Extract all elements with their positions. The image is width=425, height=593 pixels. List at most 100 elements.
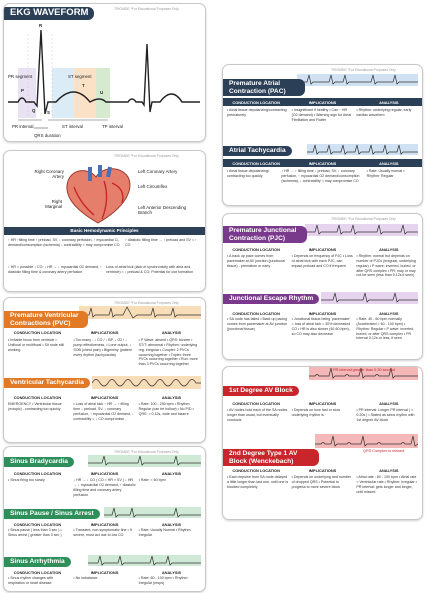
header-implications: IMPLICATIONS — [90, 521, 119, 527]
wenck-strip-note: QRS Complex is missed — [363, 449, 405, 453]
ekg-label-tp-interval: TP interval — [102, 124, 123, 129]
wenck-row: • Each impulse from SA node delayed a li… — [227, 475, 418, 494]
pvc-implications: • Too many - ↓ CO / ↓ BP, ↓ O2 / ↓ pump … — [73, 338, 133, 357]
pvc-row: • Irritable focus from ventricle • Unifo… — [8, 338, 201, 367]
pvc-vtach-card: TRIOMDE *For Educational Purposes Only P… — [3, 297, 206, 443]
ekg-label-st-interval: ST interval — [62, 124, 83, 129]
arrhythmia-title: Sinus Arrhythmia — [4, 557, 71, 567]
principle-2: ↑ diastolic filling time → ↑ preload and… — [125, 238, 197, 247]
pac-implications: • Insignificant if healthy • Can ↑ HR (O… — [291, 108, 352, 122]
escape-rhythm-strip — [321, 292, 418, 304]
t-shade — [74, 68, 96, 118]
av-block-card: TRIOMDE *For Educational Purposes Only P… — [222, 366, 423, 520]
ekg-waveform — [8, 22, 200, 136]
header-analysis: ANALYSIS — [379, 99, 399, 105]
pjc-implications: • Depends on frequency of PJC • Loss of … — [291, 254, 353, 268]
pjc-column-headers: CONDUCTION LOCATION IMPLICATIONS ANALYSI… — [223, 245, 422, 253]
atach-analysis: • Rate: Usually normal • Rhythm: Regular — [366, 169, 405, 178]
brady-rhythm-strip — [88, 455, 201, 467]
ekg-label-pr-segment: PR segment — [8, 74, 33, 79]
principles-heading: Basic Hemodynamic Principles — [4, 227, 205, 235]
firstdeg-title: 1st Degree AV Block — [223, 386, 299, 396]
atach-column-headers: CONDUCTION LOCATION IMPLICATIONS ANALYSI… — [223, 159, 422, 167]
pvc-analysis: • P Wave: absent • QRS: bizarre • ST/T: … — [138, 338, 198, 367]
ekg-label-u: U — [100, 90, 104, 95]
escape-analysis: • Rate: 40 - 60 bpm normally (Accelerate… — [356, 317, 415, 341]
ekg-label-p: P — [21, 88, 24, 93]
atach-rhythm-strip — [307, 144, 418, 155]
heart-label-rca: Right Coronary Artery — [34, 169, 64, 179]
pac-title: Premature Atrial Contraction (PAC) — [223, 79, 305, 97]
ekg-waveform-card: TRIOMDE *For Educational Purposes Only E… — [3, 3, 206, 142]
ekg-label-t: T — [82, 83, 85, 88]
firstdeg-row: • AV nodes hold each of the SA nodes lon… — [227, 408, 418, 423]
vtach-analysis: • Rate: 100 - 250 bpm • Rhythm: Regular … — [138, 402, 194, 416]
pvc-rhythm-strip — [79, 306, 201, 319]
principles-row-2: ↓ HR = possible ↓ CO; ↓ HR → ↓ myocardia… — [8, 265, 201, 275]
ekg-label-s: S — [47, 110, 50, 115]
sinus-card: TRIOMDE *For Educational Purposes Only S… — [3, 446, 206, 592]
principle-3: ↓ HR = possible ↓ CO; ↓ HR → ↓ myocardia… — [8, 265, 102, 274]
pjc-row: • A back up pace comes from pacemaker at… — [227, 254, 418, 278]
header-conduction: CONDUCTION LOCATION — [13, 470, 62, 476]
brand-text: TRIOMDE *For Educational Purposes Only — [114, 7, 179, 11]
pac-atach-card: TRIOMDE *For Educational Purposes Only P… — [222, 64, 423, 206]
escape-conduction: • SA node has failed • Back up pacing co… — [227, 317, 288, 331]
st-shade — [52, 68, 74, 118]
firstdeg-rhythm-strip — [309, 367, 418, 380]
pjc-analysis: • Rhythm: normal but depends on number o… — [356, 254, 416, 278]
brady-analysis: • Rate: < 60 bpm — [138, 478, 166, 482]
wenck-title: 2nd Degree Type 1 AV Block (Wenckebach) — [223, 449, 319, 467]
pvc-conduction: • Irritable focus from ventricle • Unifo… — [8, 338, 64, 352]
brady-column-headers: CONDUCTION LOCATION IMPLICATIONS ANALYSI… — [4, 469, 205, 477]
header-implications: IMPLICATIONS — [308, 246, 337, 252]
ekg-label-q: Q — [32, 108, 36, 113]
header-analysis: ANALYSIS — [379, 160, 399, 166]
heart-card: TRIOMDE *For Educational Purposes Only R… — [3, 150, 206, 292]
brand-text: TRIOMDE *For Educational Purposes Only — [114, 154, 179, 158]
header-analysis: ANALYSIS — [379, 467, 399, 473]
vtach-row: EMERGENCY • Ventricular tissue (ectopic)… — [8, 402, 201, 421]
ekg-label-st-segment: ST segment — [68, 74, 92, 79]
pac-row: • Atrial tissue depolarizing/contracting… — [227, 108, 418, 123]
pac-rhythm-strip — [297, 74, 418, 86]
pvc-title: Premature Ventricular Contractions (PVC) — [4, 311, 88, 329]
header-implications: IMPLICATIONS — [308, 400, 337, 406]
pjc-conduction: • A back up pace comes from pacemaker at… — [227, 254, 285, 268]
header-analysis: ANALYSIS — [379, 246, 399, 252]
escape-row: • SA node has failed • Back up pacing co… — [227, 317, 418, 341]
heart-label-circumflex: Left Circumflex — [138, 184, 168, 189]
header-analysis: ANALYSIS — [161, 394, 182, 400]
atach-implications: ↑ HR → ↑ filling time ↓ preload, SV, ↓ c… — [281, 169, 360, 183]
firstdeg-column-headers: CONDUCTION LOCATION IMPLICATIONS ANALYSI… — [223, 399, 422, 407]
pr-segment-shade — [18, 68, 36, 118]
vtach-rhythm-strip — [92, 376, 201, 389]
header-implications: IMPLICATIONS — [90, 569, 119, 575]
vtach-title: Ventricular Tachycardia — [4, 378, 90, 388]
atach-title: Atrial Tachycardia — [223, 146, 292, 156]
header-analysis: ANALYSIS — [379, 310, 399, 316]
header-conduction: CONDUCTION LOCATION — [232, 99, 280, 105]
brand-text: TRIOMDE *For Educational Purposes Only — [114, 301, 179, 305]
pac-conduction: • Atrial tissue depolarizing/contracting… — [227, 108, 287, 117]
arrhythmia-analysis: • Rate: 60 - 100 bpm • Rhythm: Irregular… — [138, 576, 189, 585]
header-implications: IMPLICATIONS — [90, 470, 119, 476]
firstdeg-conduction: • AV nodes hold each of the SA nodes lon… — [227, 408, 288, 422]
ekg-trace — [8, 29, 200, 115]
arrhythmia-rhythm-strip — [88, 555, 201, 566]
wenck-analysis: • Atrial rate : 60 - 100 bpm • Atrial ra… — [356, 475, 417, 494]
firstdeg-analysis: • PR interval: Longer PR interval ( > 0.… — [356, 408, 415, 422]
brady-implications: ↓ HR → ↓ CO ( CO = HR × SV ) ↓ HR → ↓ my… — [73, 478, 136, 497]
arrhythmia-implications: • No imbalance — [73, 576, 98, 580]
escape-title: Junctional Escape Rhythm — [223, 294, 320, 304]
pause-row: • Sinus pause ( less than 3 sec ) • Sinu… — [8, 528, 201, 538]
brady-title: Sinus Bradycardia — [4, 457, 74, 467]
principle-4: Loss of atrial kick (lack of synchronici… — [106, 265, 193, 274]
header-implications: IMPLICATIONS — [90, 394, 119, 400]
brand-text: TRIOMDE *For Educational Purposes Only — [331, 217, 396, 221]
pjc-escape-card: TRIOMDE *For Educational Purposes Only P… — [222, 213, 423, 360]
pjc-title: Premature Junctional Contraction (PJC) — [223, 226, 307, 244]
ekg-label-r: R — [39, 23, 43, 28]
header-conduction: CONDUCTION LOCATION — [232, 246, 280, 252]
pac-analysis: • Rhythm: underlying regular, early card… — [356, 108, 412, 117]
